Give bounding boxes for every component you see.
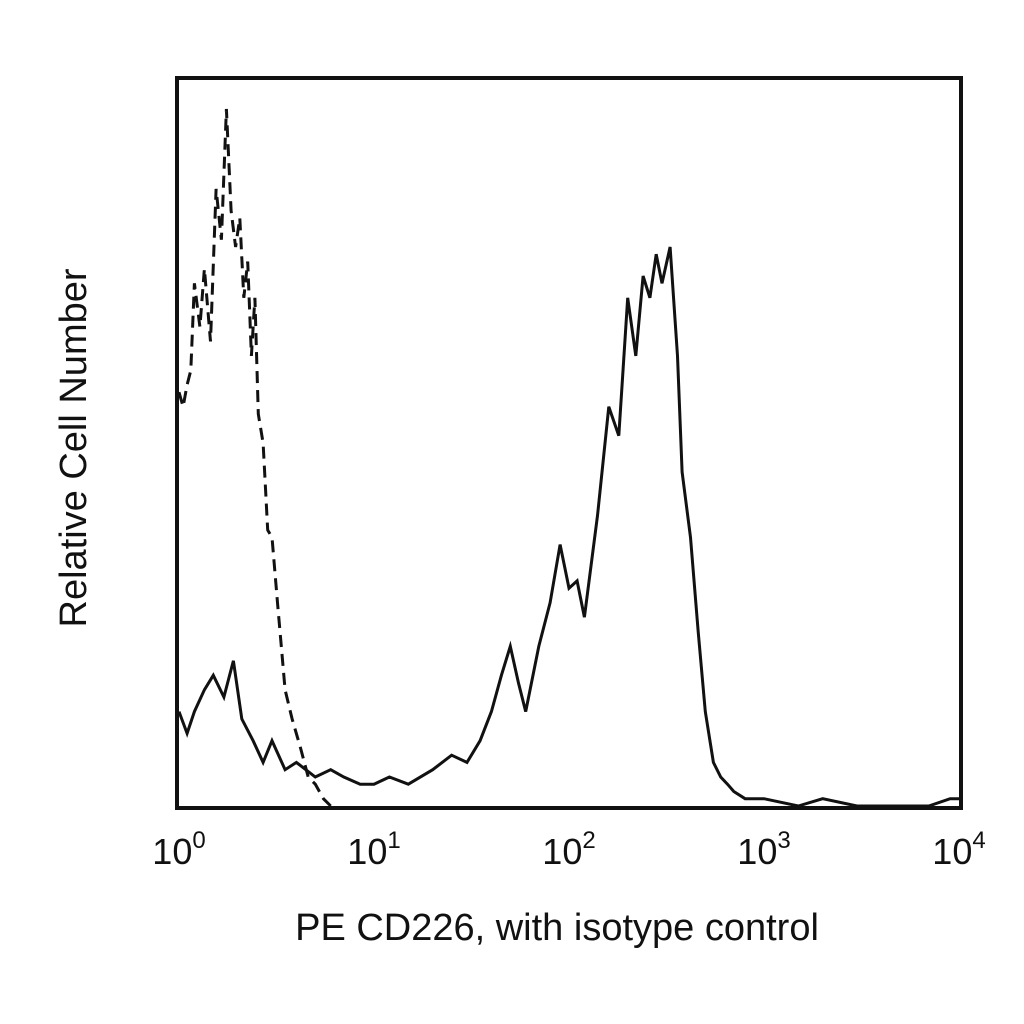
x-tick-label: 103 (737, 827, 790, 872)
y-axis-title: Relative Cell Number (53, 268, 95, 627)
x-tick-label: 100 (152, 827, 205, 872)
series-line-cd226-solid (177, 246, 959, 808)
x-tick-labels: 100 101 102 103 104 (152, 827, 985, 872)
plot-frame (175, 76, 963, 810)
x-tick-label: 101 (347, 827, 400, 872)
x-tick-label: 104 (932, 827, 985, 872)
series-layer (177, 108, 959, 808)
x-axis-title: PE CD226, with isotype control (295, 907, 819, 949)
series-line-isotype-dashed (177, 108, 332, 808)
x-tick-label: 102 (542, 827, 595, 872)
